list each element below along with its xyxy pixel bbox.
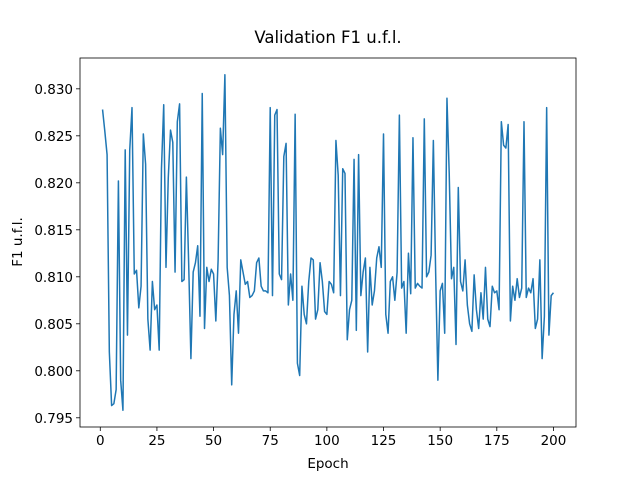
x-tick-label: 50 [205, 433, 222, 449]
y-tick-label: 0.825 [34, 129, 73, 145]
y-tick-label: 0.795 [34, 411, 73, 427]
y-tick-label: 0.830 [34, 82, 73, 98]
x-tick-label: 125 [371, 433, 397, 449]
y-tick-label: 0.820 [34, 176, 73, 192]
x-axis-label: Epoch [307, 456, 348, 472]
y-tick-label: 0.810 [34, 270, 73, 286]
chart-title: Validation F1 u.f.l. [254, 28, 401, 47]
x-tick-label: 100 [314, 433, 340, 449]
data-line [101, 73, 555, 412]
x-tick-label: 25 [148, 433, 165, 449]
y-axis-label: F1 u.f.l. [10, 217, 26, 267]
y-tick-label: 0.800 [34, 364, 73, 380]
x-tick-label: 0 [96, 433, 105, 449]
x-tick-label: 150 [427, 433, 453, 449]
x-tick-label: 75 [262, 433, 279, 449]
y-tick-label: 0.815 [34, 223, 73, 239]
y-tick-label: 0.805 [34, 317, 73, 333]
plot-frame [79, 57, 577, 428]
x-tick-label: 200 [541, 433, 567, 449]
x-tick-label: 175 [484, 433, 510, 449]
